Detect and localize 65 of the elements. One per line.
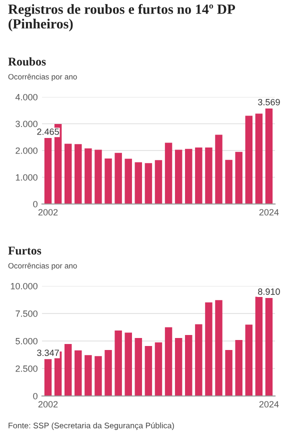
y-tick-label: 1.000 [16, 174, 38, 181]
bar [205, 302, 212, 396]
bar [154, 160, 162, 204]
bar [114, 152, 122, 204]
bar [74, 144, 82, 204]
bar [64, 144, 72, 204]
source-note: Fonte: SSP (Secretaria da Segurança Pública) [8, 422, 174, 430]
x-tick-label: 2024 [259, 401, 279, 408]
bar [174, 338, 182, 396]
y-tick-label: 7.500 [16, 310, 38, 317]
bar [164, 142, 172, 204]
bar [104, 158, 112, 204]
bar [164, 327, 172, 396]
data-label: 2.465 [37, 128, 59, 135]
x-tick-label: 2024 [259, 209, 279, 216]
bar [84, 148, 92, 204]
bar [225, 160, 232, 204]
data-label: 8.910 [258, 288, 280, 295]
y-tick-label: 4.000 [15, 94, 38, 100]
bar [174, 150, 182, 204]
bar [94, 150, 102, 204]
x-tick-label: 2002 [38, 401, 58, 408]
y-tick-label: 10.000 [10, 282, 38, 290]
bar [215, 300, 222, 396]
bar [225, 350, 232, 396]
bar [195, 148, 202, 204]
bar [235, 340, 242, 396]
bar [104, 350, 112, 396]
y-tick-label: 0 [33, 200, 38, 208]
bar [84, 355, 92, 396]
bar [154, 342, 162, 396]
bar [144, 346, 152, 396]
y-tick-label: 3.000 [16, 120, 38, 128]
bar [124, 158, 132, 204]
x-tick-label: 2002 [38, 209, 58, 216]
y-tick-label: 2.000 [16, 147, 38, 154]
chart-subtitle: Furtos [8, 246, 42, 255]
bar [114, 330, 122, 396]
bar [245, 116, 253, 204]
bar [94, 356, 102, 396]
y-tick-label: 2.500 [16, 365, 38, 372]
bar [134, 162, 142, 204]
data-label: 3.569 [258, 98, 280, 106]
bar [64, 344, 72, 396]
bar [185, 334, 192, 396]
y-tick-label: 0 [33, 392, 38, 400]
bar [144, 163, 152, 204]
bar [185, 148, 192, 204]
bar [255, 296, 263, 396]
chart-title: Registros de roubos e furtos no 14º DP (Pinheiros) [8, 4, 236, 32]
bar [134, 338, 142, 396]
bar [44, 359, 52, 396]
bar [235, 152, 242, 204]
bar [74, 350, 82, 396]
bar [124, 332, 132, 396]
bar [255, 114, 263, 204]
bar [245, 324, 253, 396]
bar [265, 298, 273, 396]
y-tick-label: 5.000 [16, 338, 38, 344]
bar [195, 324, 202, 396]
bar [205, 148, 212, 204]
bar [44, 138, 52, 204]
data-label: 3.347 [37, 350, 59, 356]
chart-subtitle: Roubos [8, 57, 46, 66]
bar [215, 134, 222, 204]
